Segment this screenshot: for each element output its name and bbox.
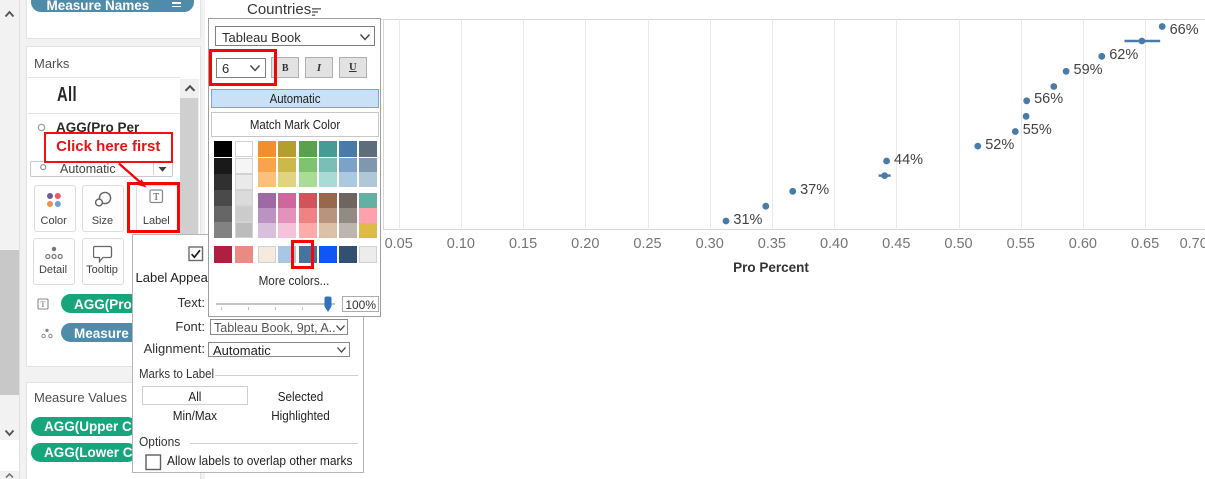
svg-text:T: T bbox=[153, 192, 159, 203]
svg-text:T: T bbox=[40, 300, 45, 309]
